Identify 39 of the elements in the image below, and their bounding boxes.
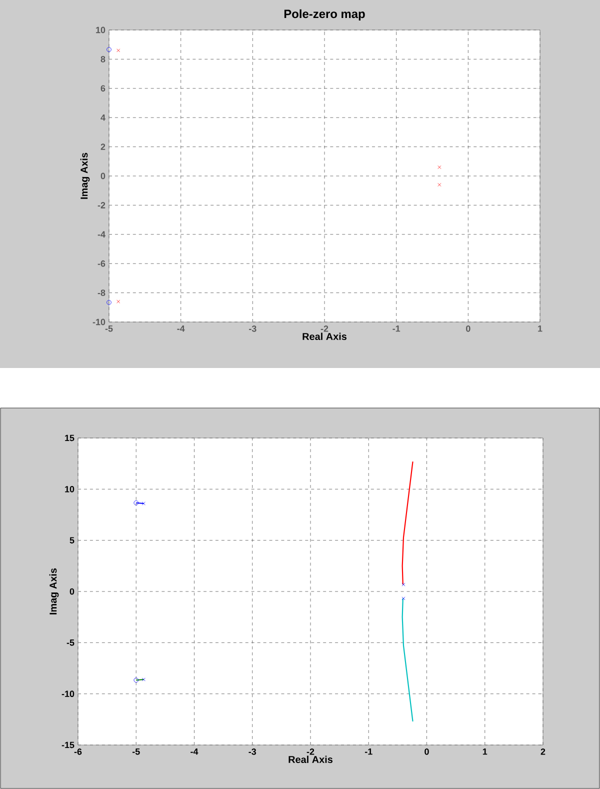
y-tick-label: 0 [100, 172, 106, 180]
y-axis-title: Imag Axis [49, 568, 59, 614]
x-tick-label: -5 [132, 748, 140, 755]
x-tick-label: -5 [105, 326, 113, 332]
chart-title: Pole-zero map [284, 9, 365, 20]
x-tick-label: 2 [540, 748, 546, 755]
x-tick-label: -1 [392, 326, 400, 332]
x-tick-label: -4 [177, 326, 185, 332]
x-tick-label: 0 [424, 748, 429, 755]
y-tick-label: -10 [92, 318, 106, 326]
x-axis-title: Real Axis [288, 756, 333, 764]
x-tick-label: -3 [249, 326, 256, 332]
x-tick-label: -6 [74, 748, 82, 755]
x-tick-label: -3 [248, 748, 256, 755]
y-tick-label: 10 [65, 486, 74, 492]
y-tick-label: 15 [65, 434, 74, 442]
x-tick-label: -1 [364, 748, 372, 755]
y-axis-title: Imag Axis [80, 152, 90, 199]
y-tick-label: 0 [70, 588, 74, 595]
y-tick-label: 6 [100, 85, 106, 92]
x-tick-label: -2 [306, 748, 314, 755]
y-tick-label: -8 [98, 290, 106, 296]
y-tick-label: -2 [98, 202, 106, 208]
y-tick-label: 5 [70, 537, 74, 544]
y-tick-label: -6 [98, 260, 106, 267]
y-tick-label: -5 [66, 640, 74, 646]
y-tick-label: 2 [100, 144, 106, 150]
y-tick-label: -15 [62, 742, 74, 748]
x-tick-label: -4 [190, 748, 198, 755]
x-tick-label: 1 [482, 748, 488, 755]
y-tick-label: 8 [100, 56, 106, 62]
x-tick-label: -2 [320, 326, 328, 332]
y-tick-label: 4 [100, 114, 106, 121]
y-tick-label: -4 [98, 231, 106, 238]
x-tick-label: 1 [538, 326, 542, 332]
x-tick-label: 0 [466, 326, 470, 332]
x-axis-title: Real Axis [302, 332, 347, 340]
y-tick-label: -10 [62, 690, 74, 698]
y-tick-label: 10 [96, 26, 106, 34]
